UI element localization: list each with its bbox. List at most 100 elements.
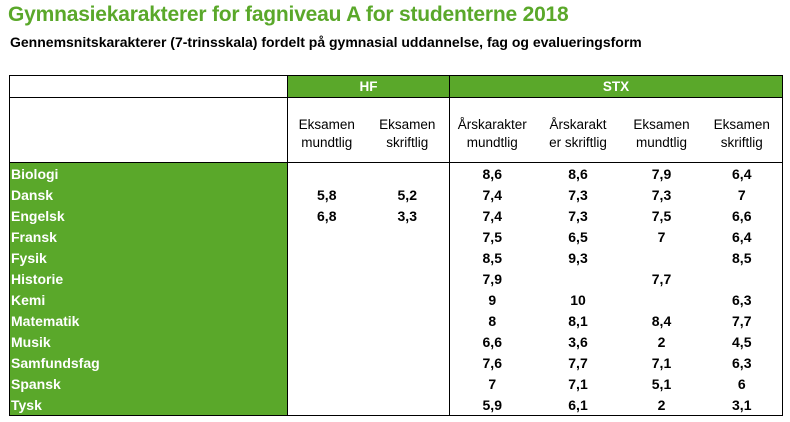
grade-cell: 9 [449,289,535,310]
grade-cell [366,268,450,289]
column-header-row: Eksamen mundtlig Eksamen skriftlig Årskarakt… [9,97,783,163]
grade-cell [701,268,783,289]
grade-cell [287,310,366,331]
grade-cell: 8,6 [568,165,588,182]
column-header-line2: mundtlig [635,135,688,150]
column-header-line2: skriftlig [720,135,763,150]
group-header-stx: STX [449,75,783,98]
grade-cell: 2 [657,333,666,350]
grade-cell [287,331,366,352]
column-header: Eksamen mundtlig [621,97,702,163]
subject-label: Historie [9,268,288,289]
column-header: Eksamen skriftlig [365,97,450,163]
grade-cell: 6,6 [449,331,535,352]
grade-cell: 7 [449,373,535,394]
grade-cell: 7,6 [449,352,535,373]
table-row: Biologi 8,6 8,6 7,9 6,4 [9,162,783,184]
table-row: Dansk 5,8 5,2 7,4 7,3 7,3 7 [9,184,783,205]
grade-cell: 7,5 [449,226,535,247]
grade-cell: 6 [701,373,783,394]
table-row: Historie 7,9 7,7 [9,268,783,289]
grade-cell [365,394,450,416]
grade-cell: 8,4 [651,312,672,329]
grade-cell: 2 [621,394,702,416]
grade-cell: 7,9 [651,165,672,182]
column-header-line2: mundtlig [466,135,518,150]
grade-cell: 6,5 [568,228,588,245]
grade-cell: 7 [657,228,666,245]
grade-cell: 6,8 [287,205,366,226]
grade-cell: 7,4 [449,205,535,226]
grade-cell: 6,4 [701,226,783,247]
table-row: Fysik 8,5 9,3 8,5 [9,247,783,268]
table-row: Tysk 5,9 6,1 2 3,1 [9,394,783,416]
column-header: Årskarakt er skriftlig [534,97,622,163]
grade-cell: 7 [701,184,783,205]
page-subtitle: Gennemsnitskarakterer (7-trinsskala) for… [10,34,642,50]
grade-cell [287,373,366,394]
grade-cell: 5,8 [287,184,366,205]
grade-cell: 7,3 [568,207,588,224]
subject-label: Matematik [9,310,288,331]
subject-label: Dansk [9,184,288,205]
subject-label: Fransk [9,226,288,247]
grade-cell: 7,3 [568,186,588,203]
table-row: Engelsk 6,8 3,3 7,4 7,3 7,5 6,6 [9,205,783,226]
table-row: Musik 6,6 3,6 2 4,5 [9,331,783,352]
grade-cell [366,331,450,352]
grade-cell: 6,3 [701,289,783,310]
grade-cell: 5,9 [449,394,535,416]
grade-cell [287,394,366,416]
table-body: Biologi 8,6 8,6 7,9 6,4 Dansk 5,8 5,2 7,4 7,3 7,3 7… [9,162,783,416]
grade-cell: 3,1 [701,394,783,416]
subject-label: Engelsk [9,205,288,226]
column-header-line1: Eksamen [633,117,690,132]
grade-cell: 7,9 [449,268,535,289]
grade-cell: 8,5 [701,247,783,268]
grade-cell [287,162,366,184]
grade-cell: 4,5 [701,331,783,352]
table-row: Kemi 9 10 6,3 [9,289,783,310]
grade-cell: 6,3 [701,352,783,373]
grade-cell [287,352,366,373]
group-header-hf: HF [287,75,450,98]
grade-cell: 8,1 [568,312,588,329]
grade-cell [366,289,450,310]
grade-cell: 3,6 [568,333,588,350]
grade-cell: 7,3 [651,186,672,203]
grade-cell [366,226,450,247]
column-header-line1: Eksamen [713,117,770,132]
grade-cell [622,289,702,310]
grade-cell: 5,2 [397,186,417,203]
grade-cell [366,247,450,268]
table-row: Fransk 7,5 6,5 7 6,4 [9,226,783,247]
corner-cell [9,75,288,98]
table-row: Matematik 8 8,1 8,4 7,7 [9,310,783,331]
table-row: Samfundsfag 7,6 7,7 7,1 6,3 [9,352,783,373]
column-header: Årskarakter mundtlig [449,97,535,163]
grade-cell [287,247,366,268]
page-title: Gymnasiekarakterer for fagniveau A for s… [8,3,569,26]
grade-cell: 7,7 [568,354,588,371]
subject-label: Biologi [9,162,288,184]
column-header-line1: Eksamen [379,117,436,132]
column-header-line1: Årskarakt [549,117,607,132]
grade-cell [366,310,450,331]
grade-cell: 7,4 [449,184,535,205]
grade-cell [287,289,366,310]
subject-label: Kemi [9,289,288,310]
column-header-line1: Eksamen [298,117,355,132]
subject-label: Tysk [9,394,288,416]
grade-cell: 9,3 [568,249,588,266]
column-header-line2: mundtlig [301,135,353,150]
grade-cell: 7,1 [568,375,588,392]
grades-table: HF STX Eksamen mundtlig Eksamen skriftlig År… [9,75,783,416]
group-header-row: HF STX [9,75,783,98]
column-header-line2: skriftlig [386,135,429,150]
column-header: Eksamen mundtlig [287,97,366,163]
grade-cell: 8,6 [449,162,535,184]
subject-label: Spansk [9,373,288,394]
grade-cell: 7,1 [651,354,672,371]
grade-cell: 3,3 [397,207,417,224]
subject-column-header [9,97,288,163]
